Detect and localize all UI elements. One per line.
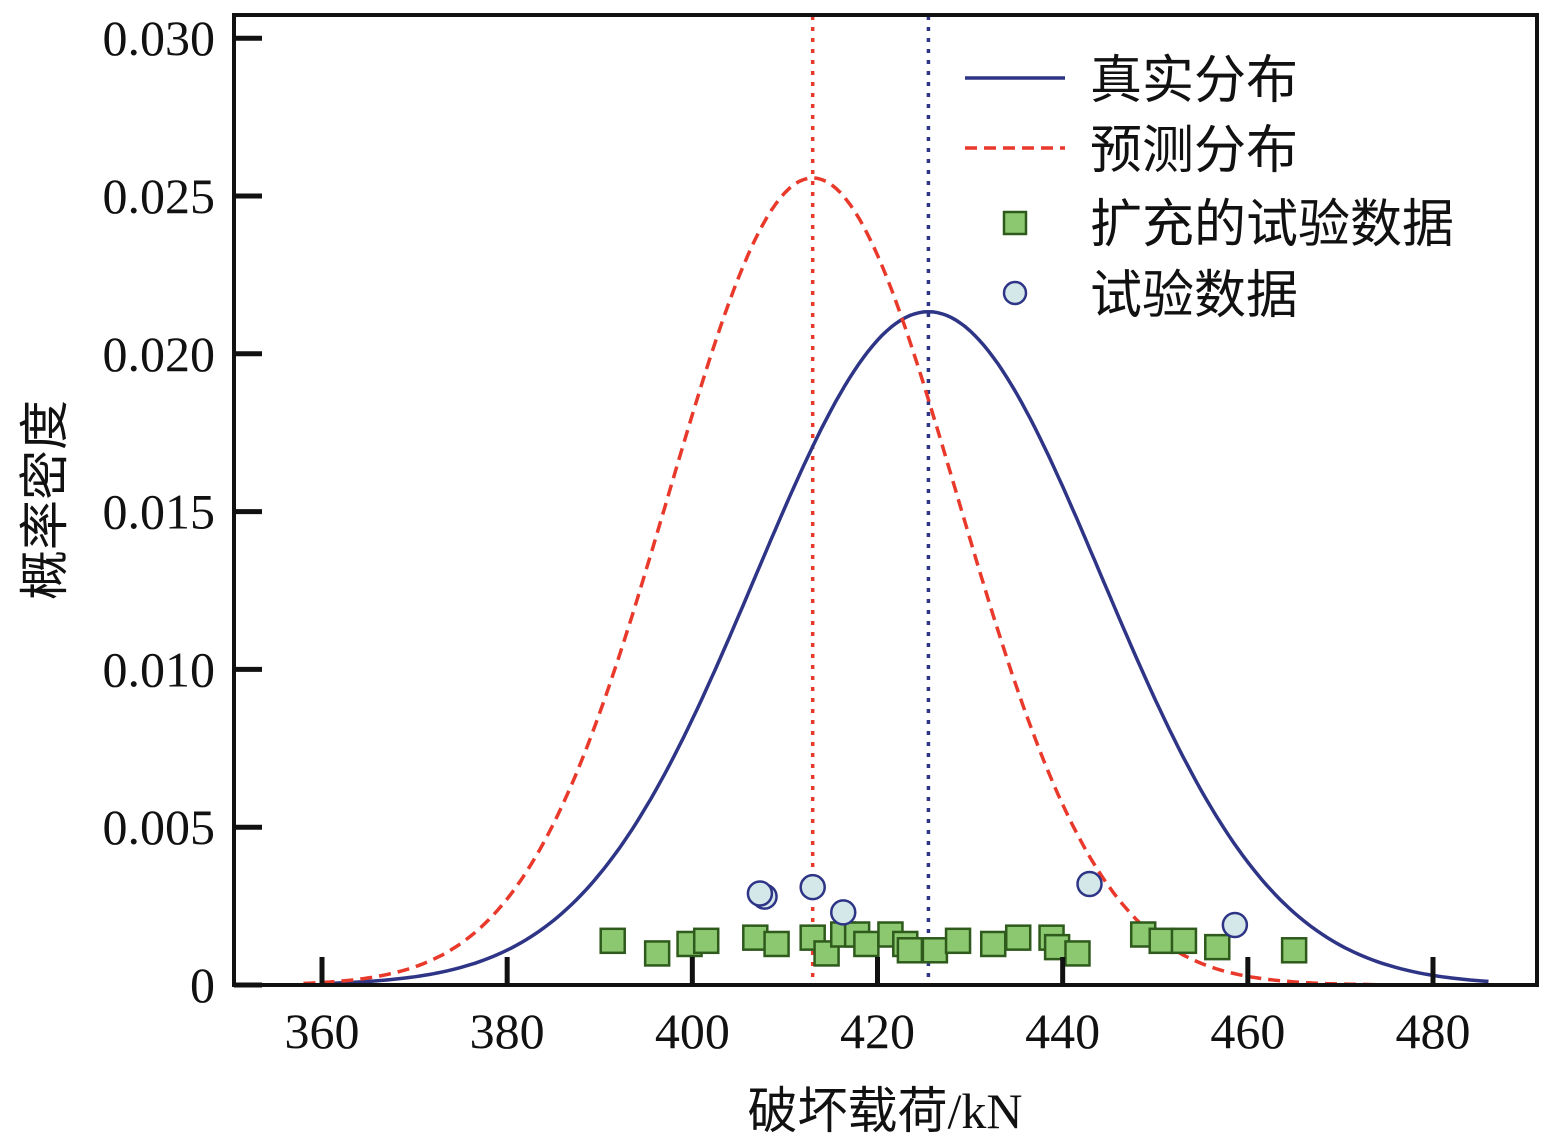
test-data-point <box>746 880 774 907</box>
y-tick-label: 0.015 <box>103 484 216 540</box>
y-tick-label: 0.025 <box>103 168 216 224</box>
expanded-data-point <box>1280 937 1308 964</box>
legend-label-true: 真实分布 <box>1090 53 1298 110</box>
test-data-point <box>1076 870 1103 898</box>
x-tick-label: 480 <box>1395 1003 1470 1059</box>
legend-marker-square <box>1002 210 1028 236</box>
expanded-data-point <box>763 930 790 958</box>
y-tick-label: 0 <box>190 957 215 1013</box>
test-data-point <box>799 873 826 901</box>
legend-label-test: 试验数据 <box>1090 268 1298 325</box>
expanded-data-point <box>896 937 924 964</box>
expanded-data-point <box>643 940 671 967</box>
legend-label-predicted: 预测分布 <box>1090 123 1298 180</box>
x-tick-label: 440 <box>1025 1003 1100 1059</box>
legend: 真实分布 预测分布 扩充的试验数据 试验数据 <box>965 53 1454 325</box>
x-axis-label: 破坏载荷/kN <box>748 1083 1023 1139</box>
expanded-data-point <box>1170 927 1198 955</box>
y-axis: 0 0.005 0.010 0.015 0.020 0.025 0.030 <box>103 10 262 1013</box>
y-tick-label: 0.005 <box>103 799 216 855</box>
x-tick-label: 380 <box>470 1003 545 1059</box>
x-tick-label: 460 <box>1210 1003 1285 1059</box>
x-tick-label: 400 <box>655 1003 730 1059</box>
test-data-point <box>1221 911 1249 939</box>
plot-area <box>303 16 1489 987</box>
y-tick-label: 0.010 <box>103 641 216 697</box>
y-tick-label: 0.020 <box>103 326 216 382</box>
x-tick-label: 360 <box>285 1003 360 1059</box>
expanded-data-point <box>1064 940 1091 967</box>
expanded-data-point <box>1204 933 1231 961</box>
y-tick-label: 0.030 <box>103 10 216 66</box>
expanded-data-point <box>853 930 880 958</box>
expanded-data-point <box>921 937 949 964</box>
x-tick-label: 420 <box>840 1003 915 1059</box>
expanded-data-point <box>979 930 1007 958</box>
legend-label-expanded: 扩充的试验数据 <box>1090 197 1454 254</box>
y-axis-label: 概率密度 <box>17 400 73 600</box>
true-distribution-curve <box>321 309 1489 986</box>
expanded-data-point <box>944 927 972 955</box>
expanded-data-point <box>599 927 626 955</box>
expanded-data-point <box>1148 927 1175 955</box>
expanded-data-point <box>1004 924 1032 951</box>
legend-marker-circle <box>1002 280 1028 306</box>
test-data-point <box>829 899 857 926</box>
predicted-distribution-curve <box>303 176 1480 987</box>
x-axis: 360 380 400 420 440 460 480 <box>285 957 1470 1059</box>
plot-frame <box>232 13 1539 987</box>
expanded-data-point <box>692 927 720 955</box>
